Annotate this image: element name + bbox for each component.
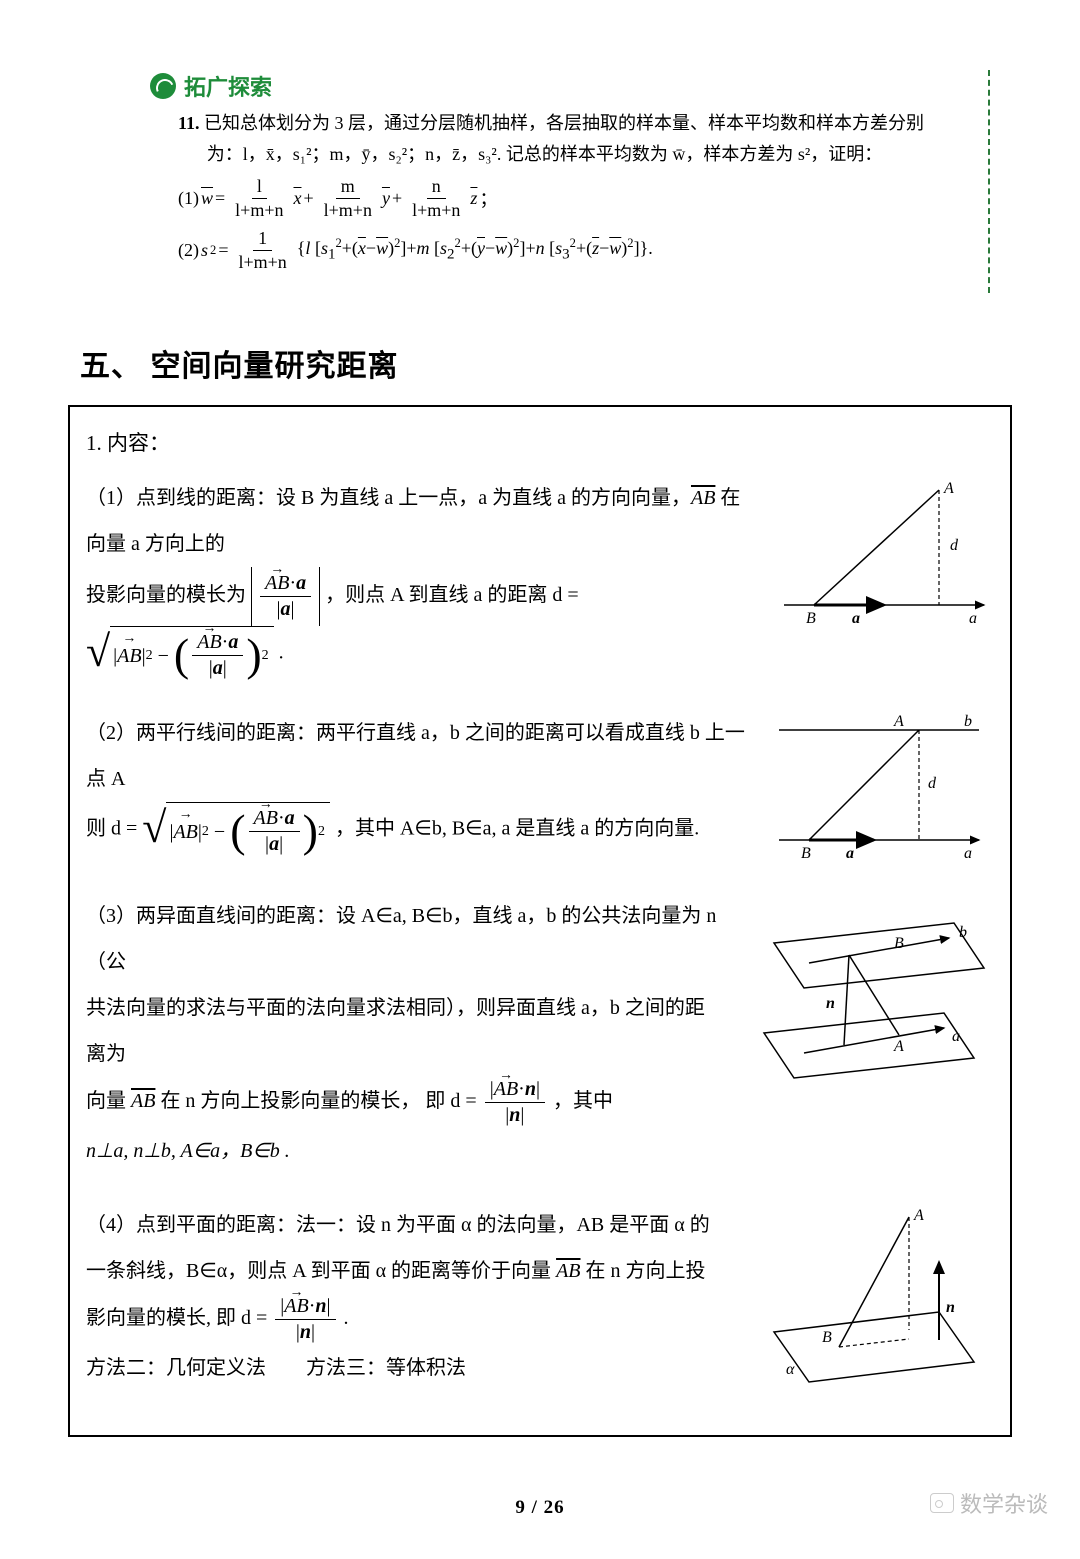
diagram-2-svg: A b B a a d	[764, 710, 994, 860]
sqrt-1: √ |AB|2 − AB·a |a| 2	[86, 626, 274, 682]
problem-line-1: 已知总体划分为 3 层，通过分层随机抽样，各层抽取的样本量、样本平均数和样本方差…	[204, 113, 924, 133]
page-number: 9 / 26	[60, 1497, 1020, 1519]
diagram-3-svg: B b A a n	[734, 893, 994, 1083]
svg-text:b: b	[959, 924, 967, 941]
svg-text:n: n	[946, 1299, 955, 1316]
item-4-text: （4）点到平面的距离：法一：设 n 为平面 α 的法向量，AB 是平面 α 的 …	[86, 1202, 730, 1391]
watermark-text: 数学杂谈	[960, 1487, 1048, 1519]
problem-number: 11.	[178, 113, 200, 133]
frac-4: 1l+m+n	[233, 227, 291, 273]
svg-text:b: b	[964, 713, 972, 730]
svg-text:B: B	[801, 845, 811, 860]
sym-eq: =	[215, 188, 225, 209]
frac-3: nl+m+n	[407, 175, 465, 221]
content-header: 1. 内容：	[86, 427, 994, 457]
item-4: （4）点到平面的距离：法一：设 n 为平面 α 的法向量，AB 是平面 α 的 …	[86, 1202, 994, 1397]
sym-w: w	[201, 188, 213, 209]
extension-header: 拓广探索	[150, 70, 970, 102]
item-3-condition: n⊥a, n⊥b, A∈a，B∈b .	[86, 1140, 290, 1162]
equation-2: (2) s2 = 1l+m+n {l [s12+(x−w)2]+m [s22+(…	[178, 227, 970, 273]
svg-text:B: B	[822, 1329, 832, 1346]
item-3-text: （3）两异面直线间的距离：设 A∈a, B∈b，直线 a，b 的公共法向量为 n…	[86, 893, 720, 1174]
frac-item3: |AB·n| |n|	[485, 1077, 545, 1128]
svg-text:A: A	[893, 1038, 904, 1055]
svg-text:a: a	[952, 1028, 960, 1045]
svg-text:d: d	[950, 537, 959, 554]
section-title: 五、 空间向量研究距离	[80, 341, 1020, 385]
sym-y: y	[382, 188, 390, 209]
svg-text:α: α	[786, 1361, 795, 1378]
abs-term-1: AB·a |a|	[251, 567, 320, 626]
diagram-4-svg: A B α n	[744, 1202, 994, 1392]
svg-text:B: B	[894, 935, 904, 952]
sym-x: x	[293, 188, 301, 209]
extension-icon	[150, 73, 176, 99]
item-4-methods: 方法二：几何定义法 方法三：等体积法	[86, 1357, 466, 1379]
wechat-icon	[930, 1493, 954, 1513]
svg-text:A: A	[943, 480, 954, 497]
diagram-3: B b A a n	[734, 893, 994, 1088]
item-3: （3）两异面直线间的距离：设 A∈a, B∈b，直线 a，b 的公共法向量为 n…	[86, 893, 994, 1174]
diagram-1: A B a a d	[774, 475, 994, 630]
svg-text:A: A	[913, 1207, 924, 1224]
item-1-text: （1）点到线的距离：设 B 为直线 a 上一点，a 为直线 a 的方向向量，AB…	[86, 475, 760, 682]
frac-item4: |AB·n| |n|	[275, 1294, 335, 1345]
frac-2: ml+m+n	[319, 175, 377, 221]
frac-1: ll+m+n	[230, 175, 288, 221]
diagram-4: A B α n	[744, 1202, 994, 1397]
content-box: 1. 内容： （1）点到线的距离：设 B 为直线 a 上一点，a 为直线 a 的…	[68, 405, 1012, 1437]
eq1-label: (1)	[178, 188, 199, 209]
svg-text:a: a	[852, 610, 860, 625]
svg-text:a: a	[964, 845, 972, 860]
extension-title: 拓广探索	[184, 70, 272, 102]
svg-text:d: d	[928, 775, 937, 792]
equation-1: (1) w = ll+m+n x + ml+m+n y + nl+m+n z ；	[178, 175, 970, 221]
diagram-2: A b B a a d	[764, 710, 994, 865]
svg-text:a: a	[846, 845, 854, 860]
page: 拓广探索 11. 已知总体划分为 3 层，通过分层随机抽样，各层抽取的样本量、样…	[0, 0, 1080, 1559]
eq2-label: (2)	[178, 240, 199, 261]
item-1: （1）点到线的距离：设 B 为直线 a 上一点，a 为直线 a 的方向向量，AB…	[86, 475, 994, 682]
problem-line-2: 为：l，x̄，s₁²；m，ȳ，s₂²；n，z̄，s₃². 记总的样本平均数为 w…	[207, 139, 882, 170]
item-2-text: （2）两平行线间的距离：两平行直线 a，b 之间的距离可以看成直线 b 上一点 …	[86, 710, 750, 858]
sqrt-2: √ |AB|2 − AB·a |a| 2	[142, 802, 330, 858]
diagram-1-svg: A B a a d	[774, 475, 994, 625]
svg-text:B: B	[806, 610, 816, 625]
sym-z: z	[470, 188, 477, 209]
svg-text:A: A	[893, 713, 904, 730]
svg-text:a: a	[969, 610, 977, 625]
svg-text:n: n	[826, 995, 835, 1012]
extension-box: 拓广探索 11. 已知总体划分为 3 层，通过分层随机抽样，各层抽取的样本量、样…	[150, 70, 990, 293]
item-2: （2）两平行线间的距离：两平行直线 a，b 之间的距离可以看成直线 b 上一点 …	[86, 710, 994, 865]
watermark: 数学杂谈	[930, 1487, 1048, 1519]
problem-11: 11. 已知总体划分为 3 层，通过分层随机抽样，各层抽取的样本量、样本平均数和…	[150, 108, 970, 169]
